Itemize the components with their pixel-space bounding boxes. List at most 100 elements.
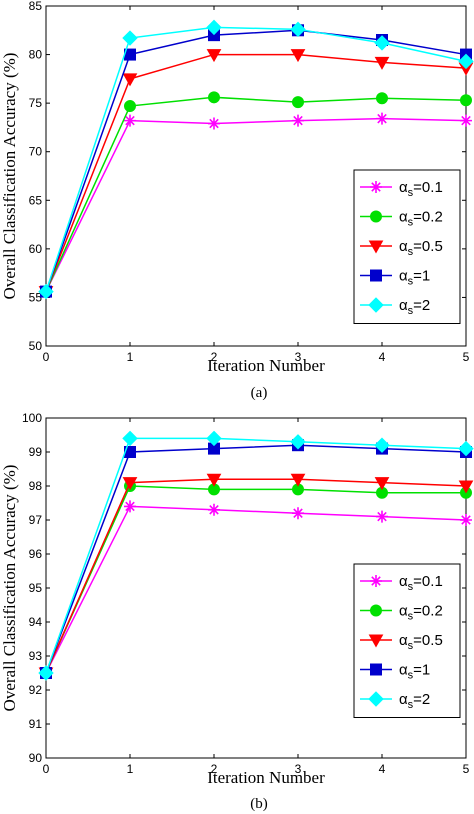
panel-b-x-axis-label: Iteration Number [207,768,325,787]
panel-b-data-point-shape [458,440,474,457]
panel-a-data-point-shape [206,19,222,36]
panel-a-xtick-label: 2 [211,350,218,364]
panel-a-data-point [206,49,222,63]
panel-a-data-point [460,94,472,107]
panel-b-xtick-label: 1 [127,762,134,776]
panel-b-data-point-shape [374,437,390,453]
panel-a-data-point-shape [38,283,54,300]
panel-a-ytick-label: 70 [29,145,43,159]
panel-b-data-point-shape [122,430,138,447]
panel-b-data-point-shape [290,434,306,450]
panel-a-data-point [206,19,222,36]
panel-a-ytick-label: 60 [29,242,43,256]
panel-a-data-point [124,100,136,113]
panel-a-data-point [460,114,472,127]
panel-a-data-point [376,92,388,105]
panel-b-xtick-label: 0 [43,762,50,776]
panel-a-legend-entry: αs=0.1 [360,179,443,199]
panel-a-legend-entry: αs=0.2 [360,209,443,229]
panel-a-xtick-label: 4 [379,350,386,364]
panel-a-xtick-label: 0 [43,350,50,364]
panel-b-data-point [206,473,222,487]
panel-b-xtick-label: 2 [211,762,218,776]
panel-a-legend-marker-shape [370,269,382,282]
panel-a-series-5 [38,19,474,300]
panel-a-data-point-shape [124,100,136,113]
panel-a-data-point-shape [124,114,136,127]
panel-b-data-point-shape [208,503,220,516]
panel-b-legend-entry: αs=1 [360,662,430,682]
panel-a-data-point-shape [208,117,220,130]
panel-a-data-point-shape [374,35,390,51]
panel-b-legend: αs=0.1 αs=0.2 αs=0.5 αs=1 αs=2 [353,563,461,718]
panel-b: 0 1 2 3 4 5 90 91 92 93 94 95 96 97 98 99 100 Iteration N… [0,411,474,812]
panel-a-legend-marker [368,240,384,254]
panel-b-data-point [292,507,304,520]
panel-a-legend: αs=0.1 αs=0.2 αs=0.5 αs=1 αs=2 [353,169,461,324]
panel-a-ytick-label: 75 [29,96,43,110]
panel-b-legend-marker [370,663,382,676]
panel-a-legend-entry: αs=0.5 [360,238,443,258]
panel-a-data-point-shape [376,112,388,125]
panel-a-legend-marker-shape [368,297,384,313]
panel-b-data-point [206,430,222,447]
panel-b-ytick-label: 92 [29,683,43,697]
panel-a-series-line [45,26,467,292]
panel-a-xtick-label: 5 [463,350,470,364]
panel-b-ytick-label: 96 [29,547,43,561]
panel-b-data-point [374,477,390,491]
panel-b-legend-label: αs=0.1 [399,573,443,593]
panel-a-data-point-shape [460,94,472,107]
panel-a-xtick-label: 3 [295,350,302,364]
panel-b-data-point [122,477,138,491]
panel-a-legend-marker-shape [370,181,382,193]
panel-a-data-point-shape [458,53,474,70]
panel-a-data-point [290,49,306,63]
panel-b-series-5 [38,430,474,681]
panel-a-legend-marker-shape [368,240,384,254]
panel-b-ytick-label: 97 [29,513,43,527]
panel-b-legend-label: αs=2 [399,691,430,711]
panel-a-data-point-shape [374,56,390,70]
panel-b-data-point-shape [38,665,54,681]
panel-a-legend-label: αs=1 [399,268,430,288]
panel-b-data-point [122,430,138,447]
panel-b-ytick-label: 100 [22,411,42,425]
panel-b-xtick-label: 5 [463,762,470,776]
panel-a-data-point [208,91,220,104]
panel-a-y-axis-label: Overall Classification Accuracy (%) [0,53,19,300]
panel-a-x-axis-label: Iteration Number [207,356,325,375]
panel-b-ytick-label: 98 [29,479,43,493]
panel-a-series-line [45,53,467,292]
panel-a-legend-label: αs=0.2 [399,209,443,229]
panel-a-legend-marker [370,181,382,193]
panel-b-ytick-label: 99 [29,445,43,459]
panel-b-series-line [45,437,467,674]
panel-a-data-point [38,283,54,300]
panel-a-ytick-label: 80 [29,48,43,62]
panel-a-series-line [45,96,467,292]
panel-a-data-point [376,112,388,125]
panel-b-data-point [124,500,136,513]
panel-b-legend-marker-shape [370,575,382,587]
panel-a-data-point [208,117,220,130]
panel-b-legend-marker-shape [368,691,384,707]
panel-a-series-line [45,117,467,292]
panel-a-legend-label: αs=0.1 [399,179,443,199]
panel-b-y-axis-label: Overall Classification Accuracy (%) [0,465,19,712]
panel-b-legend-entry: αs=0.2 [360,603,443,623]
panel-a-ytick-label: 55 [29,290,43,304]
panel-a-data-point [124,114,136,127]
panel-b-xtick-label: 4 [379,762,386,776]
panel-a-legend-entry: αs=1 [360,268,430,288]
panel-a-ytick-label: 50 [29,339,43,353]
panel-b-ytick-label: 95 [29,581,43,595]
panel-b-series-line [45,478,467,674]
panel-a-data-point [122,30,138,46]
panel-a-data-point-shape [292,114,304,127]
panel-b-series-line [45,505,467,674]
panel-b-data-point-shape [292,507,304,520]
panel-a-legend-label: αs=2 [399,297,430,317]
